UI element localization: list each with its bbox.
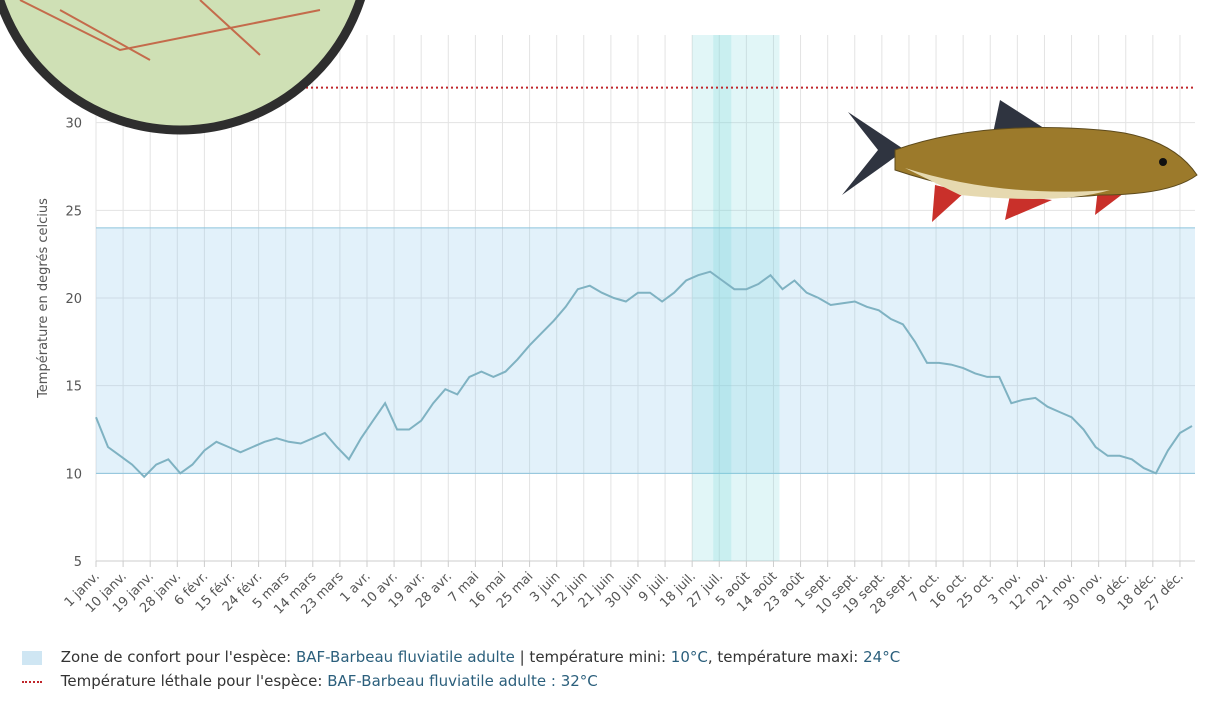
y-tick-label: 20 <box>65 292 82 307</box>
legend-text: Zone de confort pour l'espèce: <box>60 648 292 666</box>
legend-comfort: Zone de confort pour l'espèce: BAF-Barbe… <box>22 648 900 666</box>
legend-text: , température maxi: <box>707 648 859 666</box>
comfort-zone <box>96 227 1195 474</box>
y-tick-label: 25 <box>65 204 82 219</box>
y-axis-label: Température en degrés celcius <box>36 198 51 399</box>
legend-text: : <box>550 672 556 690</box>
legend-text: Température léthale pour l'espèce: <box>60 672 323 690</box>
legend-value: 10°C <box>670 648 708 666</box>
fish-image <box>842 100 1198 222</box>
map-decoration <box>0 0 365 135</box>
legend-species: BAF-Barbeau fluviatile adulte <box>327 672 547 690</box>
map-roads <box>19 0 321 61</box>
legend-species: BAF-Barbeau fluviatile adulte <box>296 648 515 666</box>
fish-tail <box>842 112 905 195</box>
legend-value: 24°C <box>863 648 901 666</box>
fish-belly <box>905 168 1110 199</box>
legend-text: | température mini: <box>519 648 666 666</box>
highlight-band <box>692 35 780 561</box>
y-tick-label: 30 <box>65 117 82 132</box>
y-tick-label: 10 <box>65 467 82 482</box>
highlight-band <box>713 35 732 561</box>
y-tick-label: 15 <box>65 380 82 395</box>
legend-swatch <box>22 680 42 683</box>
temperature-line <box>95 270 1193 479</box>
map-image <box>0 0 365 135</box>
legend-swatch <box>22 650 42 665</box>
legend-value: 32°C <box>560 672 598 690</box>
chart: Température en degrés celcius 5 10 15 20 25 3… <box>0 0 1198 618</box>
fish-fin <box>1005 195 1052 220</box>
legend-lethal: Température léthale pour l'espèce: BAF-B… <box>22 672 598 690</box>
y-tick-label: 5 <box>74 555 82 570</box>
fish-fin <box>932 185 965 222</box>
fish-eye <box>1159 158 1167 166</box>
